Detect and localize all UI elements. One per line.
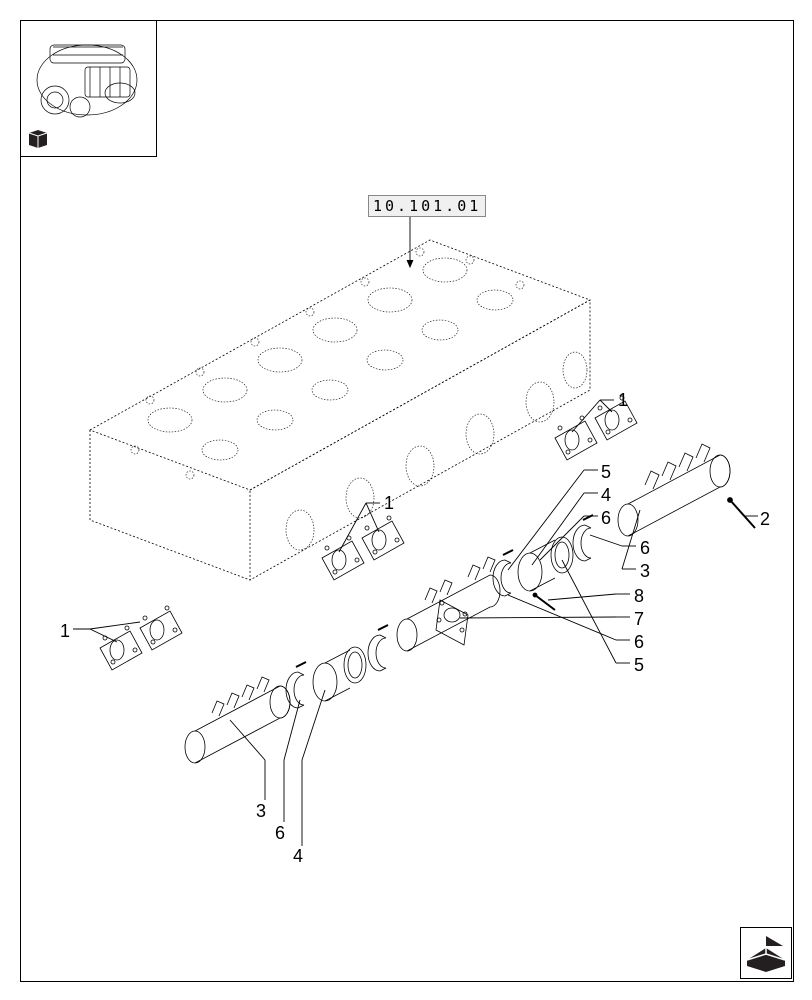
callout-1-c: 1	[60, 621, 70, 642]
page-frame	[20, 20, 794, 982]
callout-1-b: 1	[384, 493, 394, 514]
thumbnail-engine-icon	[25, 25, 150, 130]
callout-5-b: 5	[634, 655, 644, 676]
callout-4-b: 4	[293, 846, 303, 867]
callout-7: 7	[634, 609, 644, 630]
callout-1-a: 1	[618, 390, 628, 411]
assembly-ref-label: 10.101.01	[368, 195, 486, 217]
callout-4-a: 4	[601, 485, 611, 506]
callout-6-d: 6	[275, 823, 285, 844]
callout-6-b: 6	[640, 538, 650, 559]
callout-8: 8	[634, 586, 644, 607]
callout-3-b: 3	[256, 801, 266, 822]
next-page-icon[interactable]	[740, 927, 792, 979]
book-small-icon	[27, 128, 49, 150]
callout-6-c: 6	[634, 632, 644, 653]
callout-3-a: 3	[640, 561, 650, 582]
callout-5-a: 5	[601, 462, 611, 483]
callout-6-a: 6	[601, 508, 611, 529]
callout-2: 2	[760, 509, 770, 530]
